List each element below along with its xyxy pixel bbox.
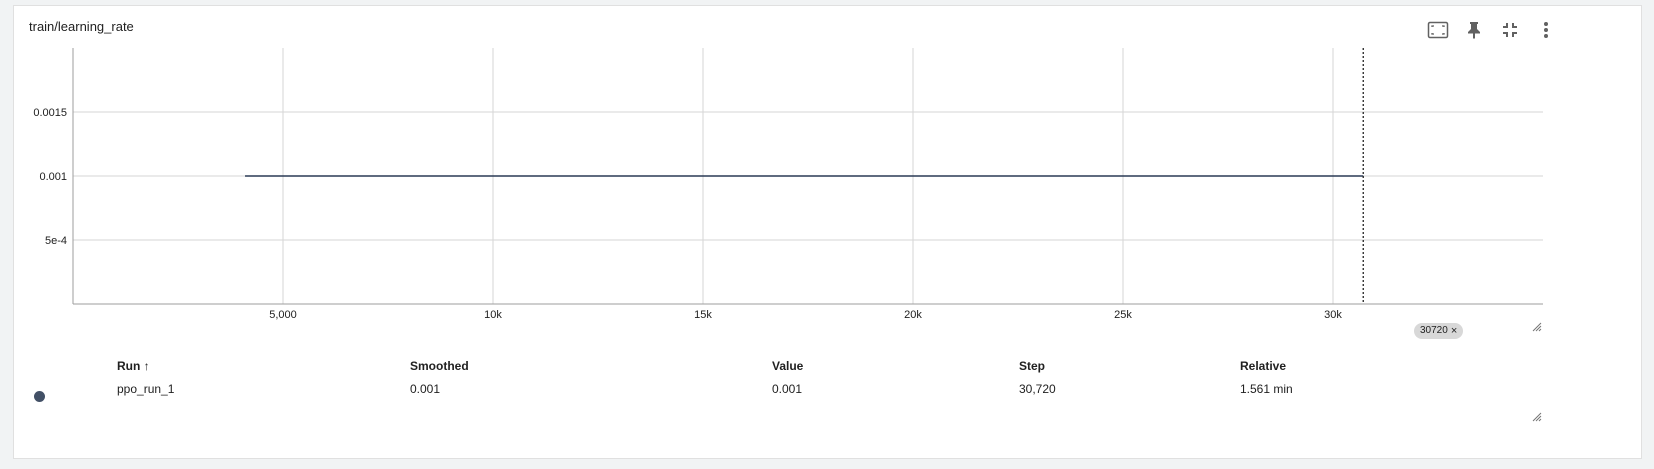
header-relative[interactable]: Relative bbox=[1240, 359, 1287, 373]
cell-step: 30,720 bbox=[1019, 382, 1056, 396]
card-title: train/learning_rate bbox=[29, 19, 134, 34]
collapse-button[interactable] bbox=[1498, 18, 1522, 42]
header-value[interactable]: Value bbox=[772, 359, 804, 373]
x-tick-label: 10k bbox=[484, 309, 502, 321]
fit-domain-icon bbox=[1427, 21, 1449, 39]
cell-value: 0.001 bbox=[772, 382, 803, 396]
header-run[interactable]: Run ↑ bbox=[117, 359, 150, 373]
pin-button[interactable] bbox=[1462, 18, 1486, 42]
line-chart[interactable]: 5e-4 0.001 0.0015 5,000 10k 15k 20k 25k 30k bbox=[14, 6, 1643, 336]
step-cursor-badge[interactable]: 30720 × bbox=[1414, 323, 1464, 339]
more-menu-button[interactable] bbox=[1534, 18, 1558, 42]
cell-relative: 1.561 min bbox=[1240, 382, 1293, 396]
header-step[interactable]: Step bbox=[1019, 359, 1046, 373]
scalar-card: train/learning_rate 5e-4 0.001 0. bbox=[13, 5, 1642, 459]
x-tick-label: 20k bbox=[904, 309, 922, 321]
x-tick-label: 30k bbox=[1324, 309, 1342, 321]
cell-run: ppo_run_1 bbox=[117, 382, 175, 396]
close-icon[interactable]: × bbox=[1450, 325, 1458, 337]
run-color-dot bbox=[34, 391, 45, 402]
y-tick-label: 0.001 bbox=[39, 171, 67, 183]
more-vert-icon bbox=[1544, 22, 1548, 38]
fit-domain-button[interactable] bbox=[1426, 18, 1450, 42]
y-tick-label: 0.0015 bbox=[33, 107, 67, 119]
y-tick-label: 5e-4 bbox=[45, 235, 67, 247]
pin-icon bbox=[1468, 22, 1480, 39]
x-tick-label: 5,000 bbox=[269, 309, 297, 321]
step-cursor-label: 30720 bbox=[1420, 325, 1448, 336]
x-tick-label: 25k bbox=[1114, 309, 1132, 321]
x-tick-label: 15k bbox=[694, 309, 712, 321]
header-smoothed[interactable]: Smoothed bbox=[410, 359, 469, 373]
collapse-icon bbox=[1503, 23, 1517, 37]
cell-smoothed: 0.001 bbox=[410, 382, 441, 396]
resize-handle-icon[interactable] bbox=[1532, 322, 1542, 332]
resize-handle-icon[interactable] bbox=[1532, 412, 1542, 422]
